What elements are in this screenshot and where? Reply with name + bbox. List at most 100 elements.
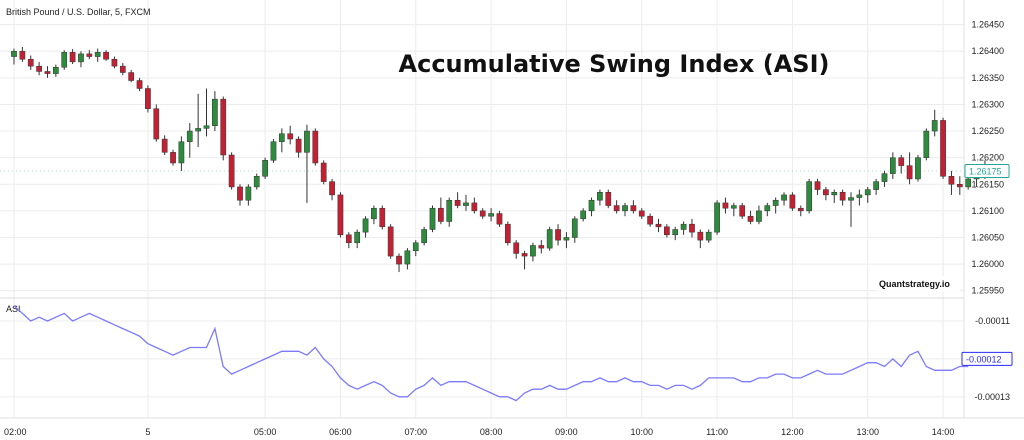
candle[interactable] — [119, 62, 126, 76]
candle[interactable] — [613, 200, 620, 214]
candle[interactable] — [471, 197, 478, 214]
candle[interactable] — [655, 218, 662, 233]
candle[interactable] — [630, 200, 637, 214]
candle[interactable] — [530, 242, 536, 262]
candle[interactable] — [86, 50, 93, 60]
candle[interactable] — [856, 189, 863, 206]
candle[interactable] — [948, 170, 955, 195]
candle[interactable] — [178, 136, 185, 171]
candle[interactable] — [923, 128, 930, 161]
candle[interactable] — [345, 232, 352, 249]
price-axis[interactable]: 1.26450 1.26400 1.26350 1.26300 1.26250 1.262… — [971, 20, 1004, 296]
candle[interactable] — [111, 56, 118, 69]
candle[interactable] — [69, 49, 76, 65]
candle[interactable] — [647, 213, 653, 227]
candle[interactable] — [756, 205, 762, 225]
candle[interactable] — [814, 178, 821, 195]
candle[interactable] — [722, 197, 729, 214]
candle[interactable] — [672, 226, 679, 241]
candle[interactable] — [94, 48, 101, 62]
candle[interactable] — [848, 192, 854, 227]
candle[interactable] — [906, 152, 913, 185]
candle[interactable] — [546, 226, 553, 251]
candle[interactable] — [354, 229, 361, 249]
candle[interactable] — [27, 55, 34, 70]
candle[interactable] — [53, 64, 59, 77]
candle[interactable] — [136, 77, 143, 92]
candle[interactable] — [262, 157, 268, 179]
candle[interactable] — [170, 149, 176, 166]
candle[interactable] — [429, 205, 436, 233]
candle[interactable] — [504, 221, 511, 246]
candle[interactable] — [379, 205, 386, 230]
candle[interactable] — [245, 184, 252, 206]
candle[interactable] — [864, 186, 871, 203]
candle[interactable] — [11, 48, 17, 65]
candle[interactable] — [78, 51, 84, 68]
candle[interactable] — [588, 197, 595, 217]
candle[interactable] — [831, 189, 838, 203]
candle[interactable] — [153, 104, 160, 142]
candle[interactable] — [797, 205, 804, 217]
candle[interactable] — [705, 229, 712, 243]
candle[interactable] — [396, 253, 402, 273]
candle[interactable] — [387, 224, 394, 259]
candle[interactable] — [329, 178, 335, 201]
candle[interactable] — [463, 194, 469, 211]
candle[interactable] — [605, 189, 612, 209]
candle[interactable] — [220, 96, 227, 161]
candle[interactable] — [730, 202, 737, 217]
candle[interactable] — [680, 221, 687, 235]
candle[interactable] — [203, 88, 210, 137]
candle[interactable] — [278, 128, 285, 153]
candle[interactable] — [597, 189, 603, 206]
candle[interactable] — [890, 152, 896, 179]
candle[interactable] — [940, 117, 946, 179]
candle[interactable] — [764, 202, 771, 217]
candle[interactable] — [212, 91, 218, 132]
candle[interactable] — [714, 200, 720, 235]
candle[interactable] — [772, 197, 779, 214]
candle[interactable] — [898, 155, 905, 174]
candle[interactable] — [839, 189, 846, 206]
candle[interactable] — [915, 155, 921, 182]
candle[interactable] — [521, 250, 528, 270]
candle[interactable] — [931, 109, 938, 137]
candle[interactable] — [44, 66, 51, 78]
candle[interactable] — [295, 136, 302, 158]
candle[interactable] — [739, 202, 746, 219]
candle[interactable] — [287, 125, 294, 145]
candle[interactable] — [580, 208, 587, 222]
candle[interactable] — [145, 85, 151, 113]
candle[interactable] — [404, 248, 411, 270]
candle[interactable] — [421, 226, 427, 246]
candle[interactable] — [638, 208, 645, 219]
candle[interactable] — [555, 224, 561, 246]
candle[interactable] — [881, 170, 888, 187]
candle[interactable] — [496, 210, 503, 227]
candle[interactable] — [697, 229, 704, 249]
candle[interactable] — [61, 50, 68, 70]
candle[interactable] — [337, 192, 344, 238]
candle[interactable] — [571, 216, 578, 243]
candle[interactable] — [237, 184, 243, 206]
candle[interactable] — [563, 232, 570, 249]
candle[interactable] — [161, 135, 168, 155]
candle[interactable] — [747, 210, 754, 225]
candle[interactable] — [103, 50, 109, 61]
candle[interactable] — [362, 216, 369, 238]
candle[interactable] — [664, 224, 670, 238]
candle[interactable] — [806, 178, 812, 214]
candle[interactable] — [689, 218, 695, 238]
candle[interactable] — [128, 69, 135, 83]
candle[interactable] — [371, 205, 377, 225]
candle[interactable] — [454, 192, 461, 209]
candle[interactable] — [36, 61, 42, 76]
candle[interactable] — [538, 240, 545, 254]
candle[interactable] — [488, 208, 494, 222]
candle[interactable] — [789, 192, 796, 211]
time-axis[interactable]: 02:00 5 05:00 06:00 07:00 08:00 09:00 10:00 11:0… — [4, 427, 954, 437]
candle[interactable] — [513, 240, 520, 259]
candle[interactable] — [873, 178, 879, 195]
candle[interactable] — [19, 46, 26, 62]
